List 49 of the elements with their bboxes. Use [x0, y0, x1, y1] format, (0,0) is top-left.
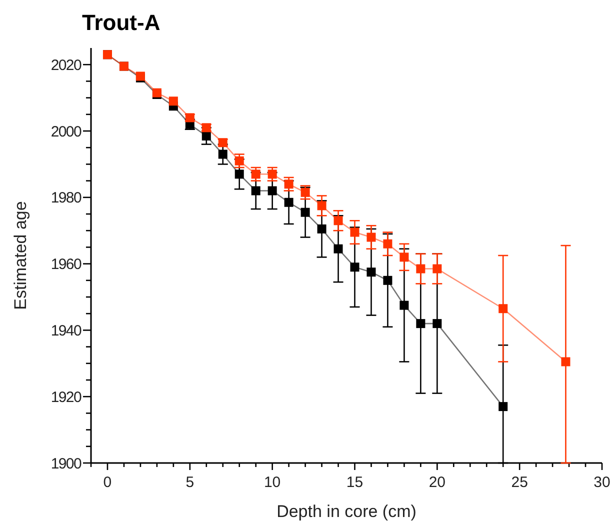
y-tick-label: 2000	[50, 123, 82, 140]
x-tick-label: 5	[186, 474, 194, 491]
x-tick-label: 30	[594, 474, 610, 491]
point	[400, 300, 409, 310]
point	[218, 150, 228, 159]
point	[366, 268, 376, 277]
point	[498, 402, 508, 412]
y-tick-label: 1980	[50, 190, 82, 207]
point	[334, 244, 343, 254]
point	[432, 319, 442, 328]
point	[317, 224, 326, 234]
point	[432, 264, 442, 274]
y-tick-label: 2020	[50, 56, 82, 74]
point	[284, 198, 294, 207]
point	[202, 131, 211, 140]
point	[561, 357, 570, 366]
y-tick-label: 1920	[50, 388, 82, 406]
point	[350, 262, 360, 272]
point	[268, 186, 277, 196]
point	[383, 276, 392, 285]
x-tick-label: 25	[511, 474, 528, 491]
point	[251, 186, 260, 196]
point	[334, 216, 343, 226]
point	[284, 180, 294, 189]
point	[168, 96, 178, 106]
point	[234, 170, 244, 179]
point	[268, 170, 277, 179]
point	[416, 319, 426, 328]
x-tick-label: 0	[103, 474, 112, 491]
chart-title: Trout-A	[82, 10, 160, 35]
point	[234, 156, 244, 166]
y-tick-label: 1900	[50, 455, 82, 472]
x-tick-label: 20	[428, 474, 446, 491]
point	[317, 201, 326, 210]
x-tick-label: 10	[264, 474, 281, 491]
y-tick-label: 1960	[50, 256, 82, 274]
point	[400, 252, 409, 262]
point	[416, 264, 426, 274]
y-axis-title: Estimated age	[11, 201, 30, 310]
point	[383, 239, 392, 248]
point	[251, 170, 260, 179]
point	[300, 188, 310, 197]
point	[366, 232, 376, 242]
y-tick-label: 1940	[50, 322, 82, 340]
x-axis-title: Depth in core (cm)	[276, 502, 416, 521]
point	[498, 304, 508, 314]
x-tick-label: 15	[346, 474, 364, 491]
point	[300, 208, 310, 217]
point	[350, 228, 360, 237]
